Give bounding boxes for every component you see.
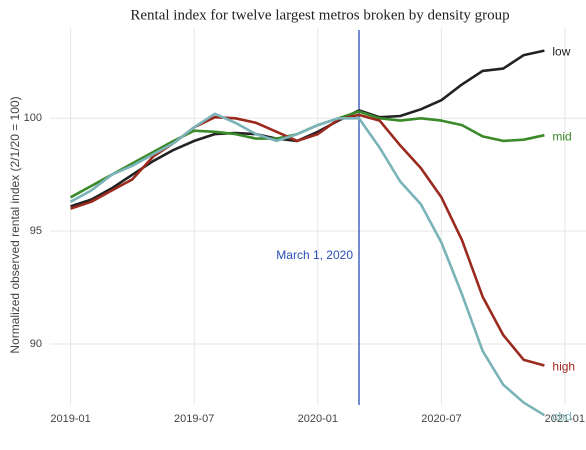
x-tick-label: 2019-07 (174, 413, 214, 425)
x-tick-label: 2020-01 (298, 413, 338, 425)
y-axis-label: Normalized observed rental index (2/1/20… (8, 96, 22, 353)
series-label: mid (552, 129, 571, 143)
series-label: low (552, 45, 570, 59)
series-line (69, 112, 546, 417)
series-line (70, 113, 545, 367)
y-tick-label: 100 (24, 112, 42, 124)
x-tick-label: 2019-01 (50, 413, 90, 425)
series-label: high (552, 360, 575, 374)
series-line (69, 110, 545, 199)
x-tick-label: 2021-01 (545, 413, 585, 425)
y-tick-label: 90 (30, 338, 42, 350)
annotation: March 1, 2020 (276, 248, 353, 262)
series-label: cbd (552, 409, 571, 423)
y-tick-label: 95 (30, 225, 42, 237)
chart-title: Rental index for twelve largest metros b… (130, 7, 509, 23)
x-tick-label: 2020-07 (421, 413, 461, 425)
